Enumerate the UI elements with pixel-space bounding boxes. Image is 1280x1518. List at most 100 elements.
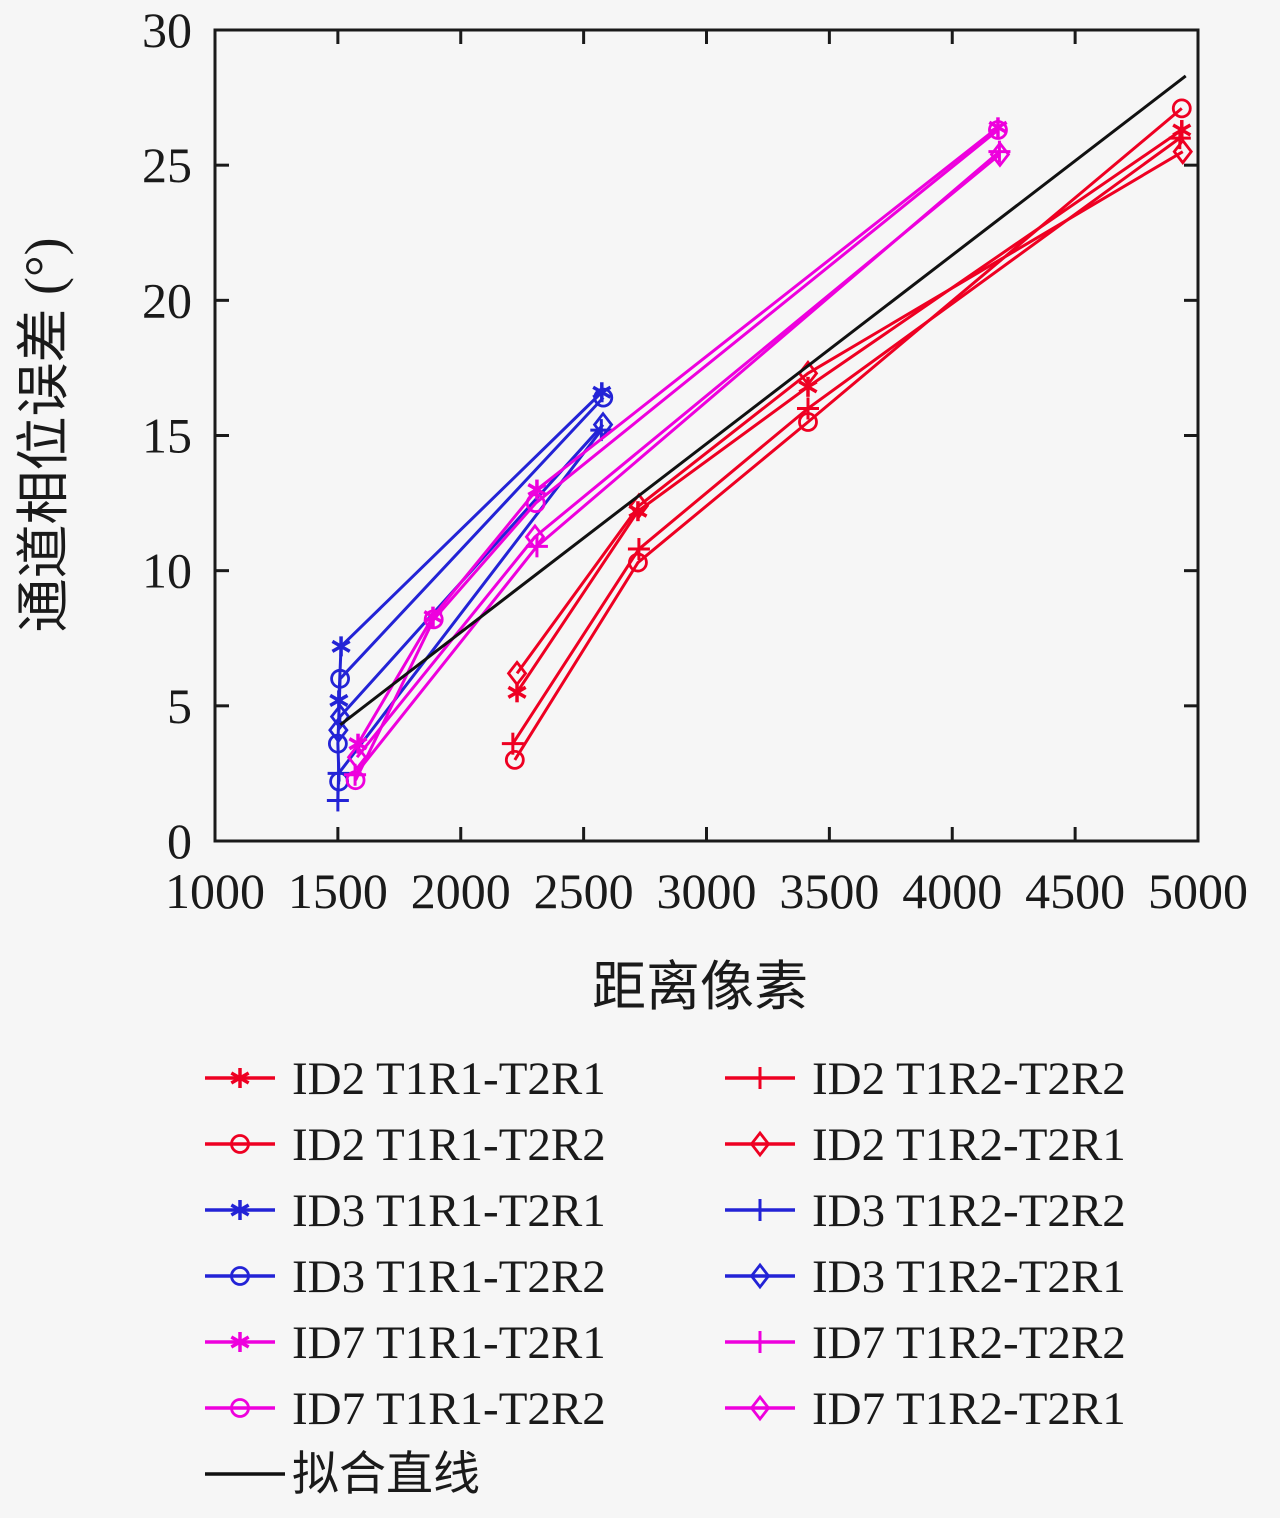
data-series [326, 74, 1194, 812]
asterisk-marker [1172, 123, 1192, 137]
legend-entry: ID3 T1R2-T2R2 [725, 1185, 1126, 1237]
legend-entry: ID3 T1R1-T2R1 [205, 1185, 606, 1237]
x-tick-label: 1500 [288, 863, 388, 919]
legend-entry-label: ID7 T1R1-T2R1 [292, 1317, 606, 1369]
series-ID3-T1R1-T2R1 [329, 382, 612, 711]
circle-marker [1171, 98, 1192, 119]
legend-entry: ID3 T1R2-T2R1 [725, 1251, 1126, 1303]
x-tick-label: 4500 [1025, 863, 1125, 919]
circle-marker [230, 1266, 250, 1286]
diamond-marker [749, 1394, 771, 1422]
series-line [515, 150, 1184, 675]
diamond-marker [329, 703, 351, 730]
legend-entry-label: ID3 T1R1-T2R2 [292, 1251, 606, 1303]
circle-marker [798, 412, 818, 432]
diamond-marker [524, 523, 546, 551]
diamond-marker [1172, 138, 1194, 165]
legend-entry-label: ID3 T1R1-T2R1 [292, 1185, 606, 1237]
circle-marker [345, 770, 366, 791]
legend-entry: ID7 T1R2-T2R2 [725, 1317, 1126, 1369]
x-tick-label: 4000 [902, 863, 1002, 919]
tick-labels: 1000 1500 2000 2500 3000 3500 4000 4500 5000 0 5 10… [142, 2, 1248, 919]
circle-marker [230, 1134, 250, 1154]
x-axis-label: 距离像素 [592, 957, 808, 1017]
circle-marker [423, 609, 444, 630]
legend-entry: ID2 T1R1-T2R2 [205, 1119, 606, 1171]
circle-marker [628, 552, 648, 573]
series-line [511, 136, 1181, 745]
legend-entry: ID2 T1R2-T2R2 [725, 1053, 1126, 1105]
y-tick-label: 30 [142, 2, 192, 58]
series-ID7-T1R2-T2R1 [346, 141, 1011, 771]
y-tick-label: 0 [167, 813, 192, 869]
y-tick-label: 15 [142, 408, 192, 464]
legend-entry-label: ID2 T1R1-T2R2 [292, 1119, 606, 1171]
asterisk-marker [230, 1071, 250, 1085]
legend-entry-label: ID2 T1R2-T2R2 [812, 1053, 1126, 1105]
series-line [355, 153, 1001, 759]
diamond-marker [328, 716, 349, 744]
series-ID3-T1R2-T2R1 [328, 411, 614, 744]
series-line [515, 128, 1183, 694]
axes [213, 28, 1200, 843]
y-tick-label: 5 [167, 678, 192, 734]
circle-marker [230, 1398, 250, 1418]
legend-entry-label: ID3 T1R2-T2R2 [812, 1185, 1126, 1237]
circle-marker [593, 387, 614, 408]
legend-entry-label: 拟合直线 [292, 1449, 480, 1501]
diamond-marker [506, 660, 528, 687]
legend: ID2 T1R1-T2R1 ID2 T1R2-T2R2 ID2 T1R1-T2R2 I… [205, 1053, 1126, 1501]
circle-marker [525, 493, 546, 513]
diamond-marker [749, 1130, 771, 1158]
series-拟合直线 [339, 74, 1187, 726]
asterisk-marker [230, 1335, 250, 1349]
x-tick-label: 2500 [534, 863, 634, 919]
legend-entry: ID2 T1R2-T2R1 [725, 1119, 1126, 1171]
legend-entry: ID7 T1R2-T2R1 [725, 1383, 1126, 1435]
legend-entry: ID7 T1R1-T2R1 [205, 1317, 606, 1369]
circle-marker [327, 733, 348, 754]
x-tick-label: 1000 [165, 863, 265, 919]
diamond-marker [628, 492, 650, 520]
y-tick-label: 25 [142, 137, 192, 193]
x-tick-label: 2000 [411, 863, 511, 919]
diamond-marker [592, 411, 614, 438]
asterisk-marker [507, 685, 527, 699]
x-tick-label: 5000 [1148, 863, 1248, 919]
legend-entry: ID3 T1R1-T2R2 [205, 1251, 606, 1303]
legend-entry-label: ID2 T1R2-T2R1 [812, 1119, 1126, 1171]
legend-entry-label: ID2 T1R1-T2R1 [292, 1053, 606, 1105]
series-line [336, 396, 605, 782]
y-axis-label: 通道相位误差 (°) [14, 237, 74, 632]
series-line [353, 150, 1001, 776]
series-ID2-T1R2-T2R2 [501, 127, 1191, 755]
asterisk-marker [798, 380, 818, 394]
legend-entry-label: ID7 T1R1-T2R2 [292, 1383, 606, 1435]
legend-entry: ID2 T1R1-T2R1 [205, 1053, 606, 1105]
series-line [513, 107, 1183, 761]
circle-marker [504, 750, 525, 770]
x-tick-label: 3000 [657, 863, 757, 919]
asterisk-marker [331, 639, 351, 653]
y-tick-label: 10 [142, 543, 192, 599]
plot-border [213, 28, 1200, 843]
diamond-marker [749, 1262, 771, 1290]
circle-marker [988, 120, 1008, 140]
diamond-marker [346, 743, 368, 771]
legend-entry-label: ID3 T1R2-T2R1 [812, 1251, 1126, 1303]
series-ID7-T1R2-T2R2 [344, 140, 1011, 786]
asterisk-marker [230, 1203, 250, 1217]
series-ID2-T1R2-T2R1 [506, 138, 1194, 687]
series-ID2-T1R1-T2R2 [504, 98, 1192, 770]
series-line [356, 126, 999, 745]
diamond-marker [989, 141, 1011, 168]
asterisk-marker [348, 737, 368, 751]
legend-entry: 拟合直线 [205, 1449, 480, 1501]
legend-entry: ID7 T1R1-T2R2 [205, 1383, 606, 1435]
asterisk-marker [527, 483, 547, 497]
legend-entry-label: ID7 T1R2-T2R2 [812, 1317, 1126, 1369]
y-tick-label: 20 [142, 272, 192, 328]
circle-marker [330, 668, 350, 689]
